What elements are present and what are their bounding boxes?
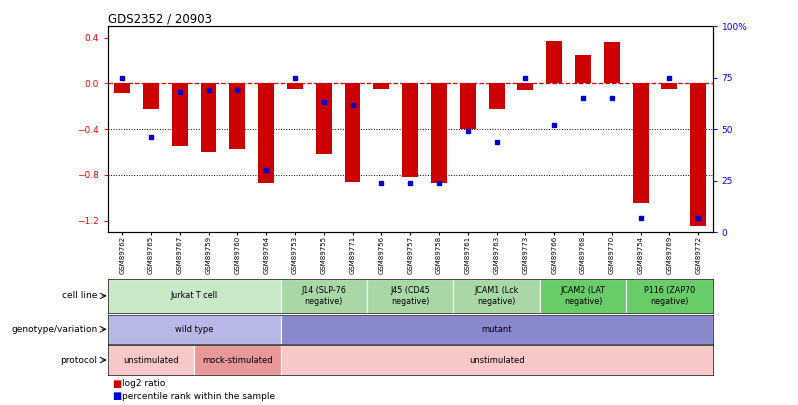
Bar <box>281 315 713 344</box>
Bar <box>690 83 706 226</box>
Text: genotype/variation: genotype/variation <box>11 325 97 334</box>
Text: GDS2352 / 20903: GDS2352 / 20903 <box>108 12 211 25</box>
Bar <box>200 83 216 152</box>
Bar <box>172 83 188 146</box>
Bar <box>114 83 130 93</box>
Bar <box>281 279 367 313</box>
Bar <box>108 345 194 375</box>
Text: J45 (CD45
negative): J45 (CD45 negative) <box>390 286 430 305</box>
Text: protocol: protocol <box>61 356 97 364</box>
Bar <box>143 83 159 109</box>
Text: mock-stimulated: mock-stimulated <box>202 356 273 364</box>
Bar <box>316 83 332 154</box>
Bar <box>287 83 303 89</box>
Text: ■: ■ <box>112 391 121 401</box>
Text: mutant: mutant <box>481 325 512 334</box>
Text: cell line: cell line <box>62 291 97 301</box>
Bar <box>453 279 539 313</box>
Text: JCAM2 (LAT
negative): JCAM2 (LAT negative) <box>560 286 606 305</box>
Text: percentile rank within the sample: percentile rank within the sample <box>122 392 275 401</box>
Bar <box>402 83 418 177</box>
Bar <box>108 315 281 344</box>
Text: Jurkat T cell: Jurkat T cell <box>171 291 218 301</box>
Text: P116 (ZAP70
negative): P116 (ZAP70 negative) <box>644 286 695 305</box>
Bar <box>575 55 591 83</box>
Bar <box>626 279 713 313</box>
Bar <box>539 279 626 313</box>
Bar <box>547 41 562 83</box>
Text: unstimulated: unstimulated <box>123 356 179 364</box>
Bar <box>367 279 453 313</box>
Bar <box>488 83 504 109</box>
Bar <box>633 83 649 203</box>
Bar <box>662 83 678 89</box>
Bar <box>460 83 476 129</box>
Text: log2 ratio: log2 ratio <box>122 379 165 388</box>
Bar <box>604 43 620 83</box>
Bar <box>517 83 533 90</box>
Bar <box>194 345 281 375</box>
Bar <box>230 83 245 149</box>
Bar <box>373 83 389 89</box>
Bar <box>259 83 274 183</box>
Text: unstimulated: unstimulated <box>468 356 524 364</box>
Text: ■: ■ <box>112 379 121 389</box>
Bar <box>431 83 447 183</box>
Bar <box>345 83 361 182</box>
Bar <box>281 345 713 375</box>
Text: J14 (SLP-76
negative): J14 (SLP-76 negative) <box>302 286 346 305</box>
Text: JCAM1 (Lck
negative): JCAM1 (Lck negative) <box>474 286 519 305</box>
Text: wild type: wild type <box>175 325 213 334</box>
Bar <box>108 279 281 313</box>
